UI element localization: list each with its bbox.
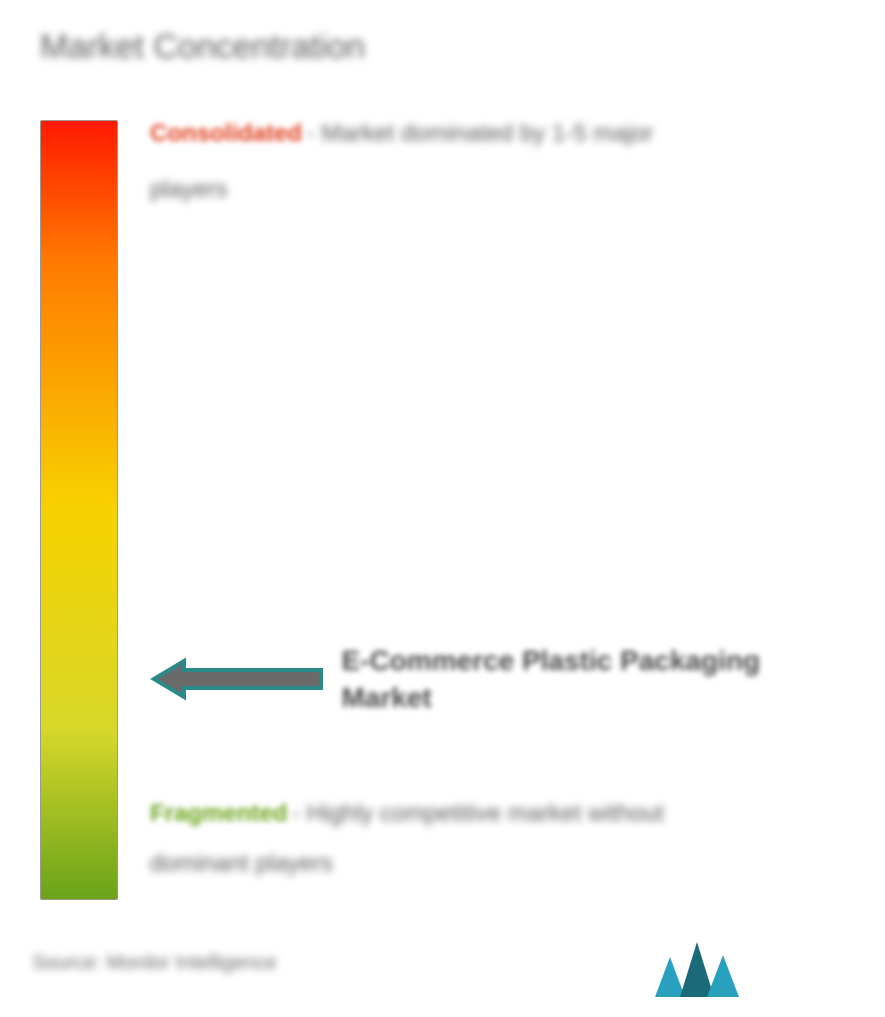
page-title: Market Concentration [40,28,365,67]
market-label: E-Commerce Plastic Packaging Market [341,642,801,718]
concentration-gradient-bar [40,120,118,900]
logo-bar-2 [680,942,714,997]
arrow-left-icon [150,655,325,703]
fragmented-desc-1: - Highly competitive market without [292,800,664,827]
logo-bar-1 [655,957,685,997]
logo-bar-3 [707,955,739,997]
source-text: Source: Mordor Intelligence [32,952,277,975]
consolidated-desc-1: - Market dominated by 1-5 major [306,120,653,147]
fragmented-label: Fragmented [150,800,287,827]
consolidated-block: Consolidated - Market dominated by 1-5 m… [150,120,830,204]
fragmented-desc-2: dominant players [150,850,830,878]
consolidated-desc-2: players [150,176,830,204]
fragmented-block: Fragmented - Highly competitive market w… [150,800,830,878]
arrow-shape [154,661,321,697]
consolidated-label: Consolidated [150,120,302,147]
brand-logo-icon [635,937,755,1007]
market-marker: E-Commerce Plastic Packaging Market [150,642,850,718]
